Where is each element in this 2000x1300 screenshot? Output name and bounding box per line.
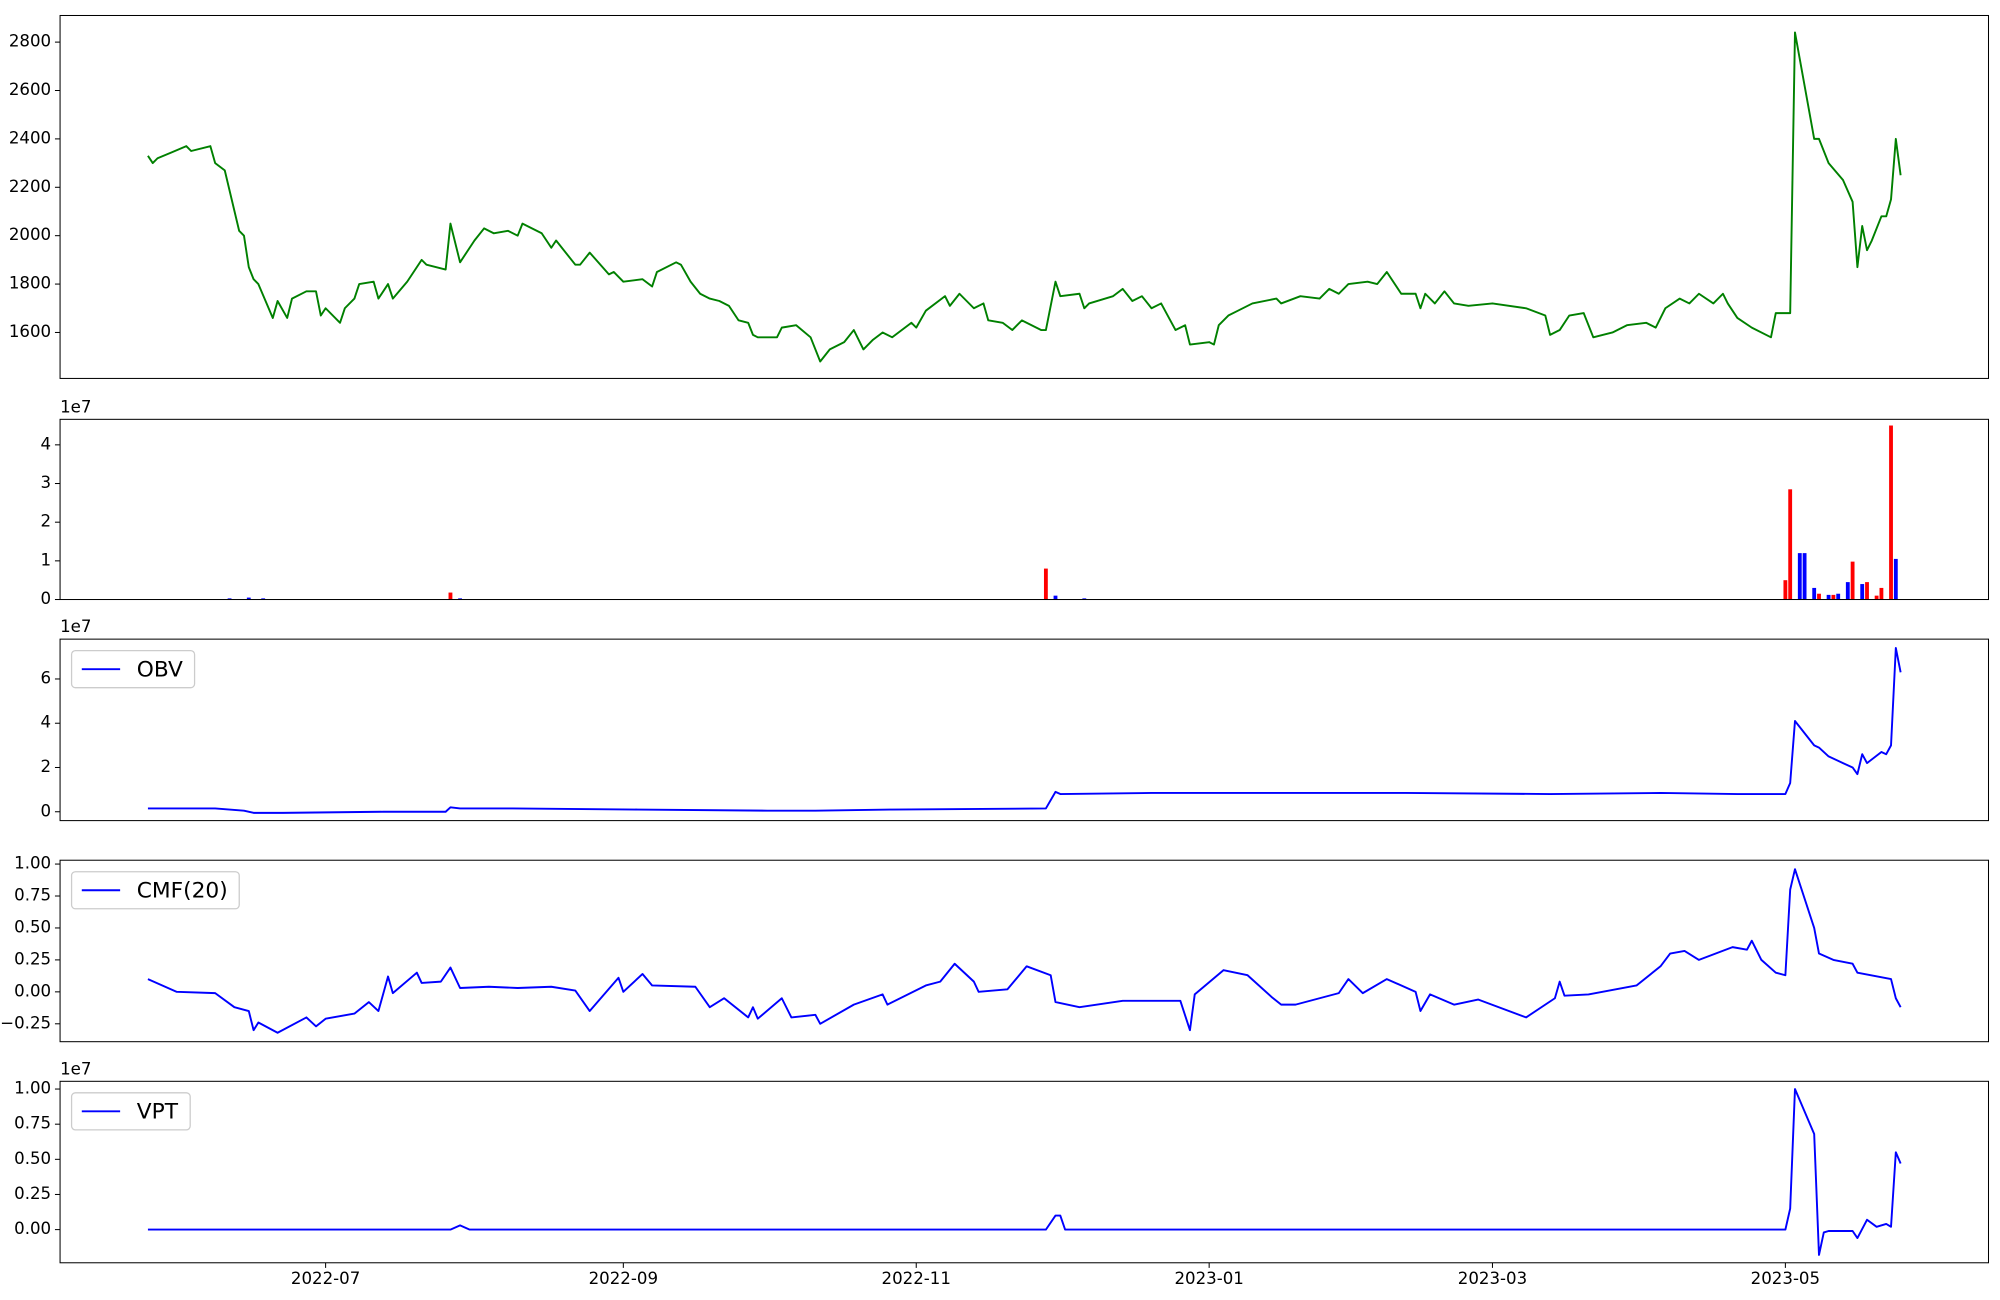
y-tick-label: −0.25 — [0, 1013, 51, 1032]
legend-label: VPT — [137, 1100, 179, 1125]
y-tick-label: 4 — [41, 713, 52, 732]
legend-label: OBV — [137, 657, 183, 682]
bar — [1831, 594, 1836, 600]
y-tick-label: 0.75 — [14, 886, 51, 905]
y-tick-label: 2000 — [9, 225, 51, 244]
bar — [1845, 582, 1850, 600]
legend-box — [70, 871, 240, 910]
bar — [1783, 580, 1788, 600]
x-tick-label: 2022-09 — [589, 1269, 658, 1288]
y-tick-label: 2 — [41, 512, 52, 531]
bar — [1788, 489, 1793, 600]
x-tick-label: 2022-11 — [882, 1269, 951, 1288]
bar — [1812, 587, 1817, 600]
x-tick-label: 2023-05 — [1751, 1269, 1820, 1288]
line — [147, 868, 1902, 1034]
line — [147, 31, 1902, 363]
bar — [227, 598, 232, 600]
bar — [1043, 568, 1048, 600]
bar — [1879, 587, 1884, 600]
y-tick-label: 0.75 — [14, 1114, 51, 1133]
y-tick-label: 0.00 — [14, 1219, 51, 1238]
legend-box — [70, 1092, 191, 1131]
bar — [1817, 593, 1821, 600]
bar — [1826, 594, 1831, 600]
y-tick-label: 0.50 — [14, 1149, 51, 1168]
y-tick-label: 0 — [41, 801, 52, 820]
bar — [448, 592, 453, 600]
bar — [261, 598, 266, 600]
axes-frame — [59, 418, 1990, 601]
offset-label: 1e7 — [60, 1059, 91, 1078]
bar — [1893, 558, 1898, 600]
offset-label: 1e7 — [60, 397, 91, 416]
bar — [1874, 595, 1879, 600]
y-tick-label: 1800 — [9, 274, 51, 293]
y-tick-label: 2800 — [9, 32, 51, 51]
bar — [1082, 598, 1087, 600]
bar — [458, 598, 462, 600]
bar — [1797, 553, 1802, 600]
axes-frame — [59, 638, 1990, 822]
bar — [1053, 595, 1058, 600]
bar — [1802, 553, 1807, 600]
legend-box — [70, 650, 196, 689]
y-tick-label: 0.50 — [14, 917, 51, 936]
y-tick-label: 0.25 — [14, 949, 51, 968]
axes-frame — [59, 859, 1990, 1043]
y-tick-label: 4 — [41, 434, 52, 453]
bar — [1860, 584, 1865, 600]
axes-frame — [59, 14, 1990, 379]
bar — [1889, 425, 1893, 600]
line — [147, 1088, 1902, 1256]
x-tick-label: 2023-01 — [1174, 1269, 1243, 1288]
y-tick-label: 6 — [41, 668, 52, 687]
axes-frame — [59, 1080, 1990, 1264]
bar — [1865, 582, 1869, 600]
y-tick-label: 0.00 — [14, 981, 51, 1000]
y-tick-label: 2200 — [9, 177, 51, 196]
y-tick-label: 1.00 — [14, 1079, 51, 1098]
y-tick-label: 2 — [41, 757, 52, 776]
offset-label: 1e7 — [60, 617, 91, 636]
y-tick-label: 0.25 — [14, 1184, 51, 1203]
x-tick-label: 2022-07 — [291, 1269, 360, 1288]
y-tick-label: 1 — [41, 550, 52, 569]
y-tick-label: 1.00 — [14, 854, 51, 873]
y-tick-label: 0 — [41, 589, 52, 608]
bar — [1836, 593, 1841, 600]
x-tick-label: 2023-03 — [1458, 1269, 1527, 1288]
y-tick-label: 3 — [41, 473, 52, 492]
y-tick-label: 1600 — [9, 322, 51, 341]
legend-label: CMF(20) — [137, 879, 228, 904]
line — [147, 647, 1902, 814]
bar — [1850, 561, 1855, 600]
y-tick-label: 2600 — [9, 80, 51, 99]
y-tick-label: 2400 — [9, 128, 51, 147]
bar — [246, 597, 251, 600]
